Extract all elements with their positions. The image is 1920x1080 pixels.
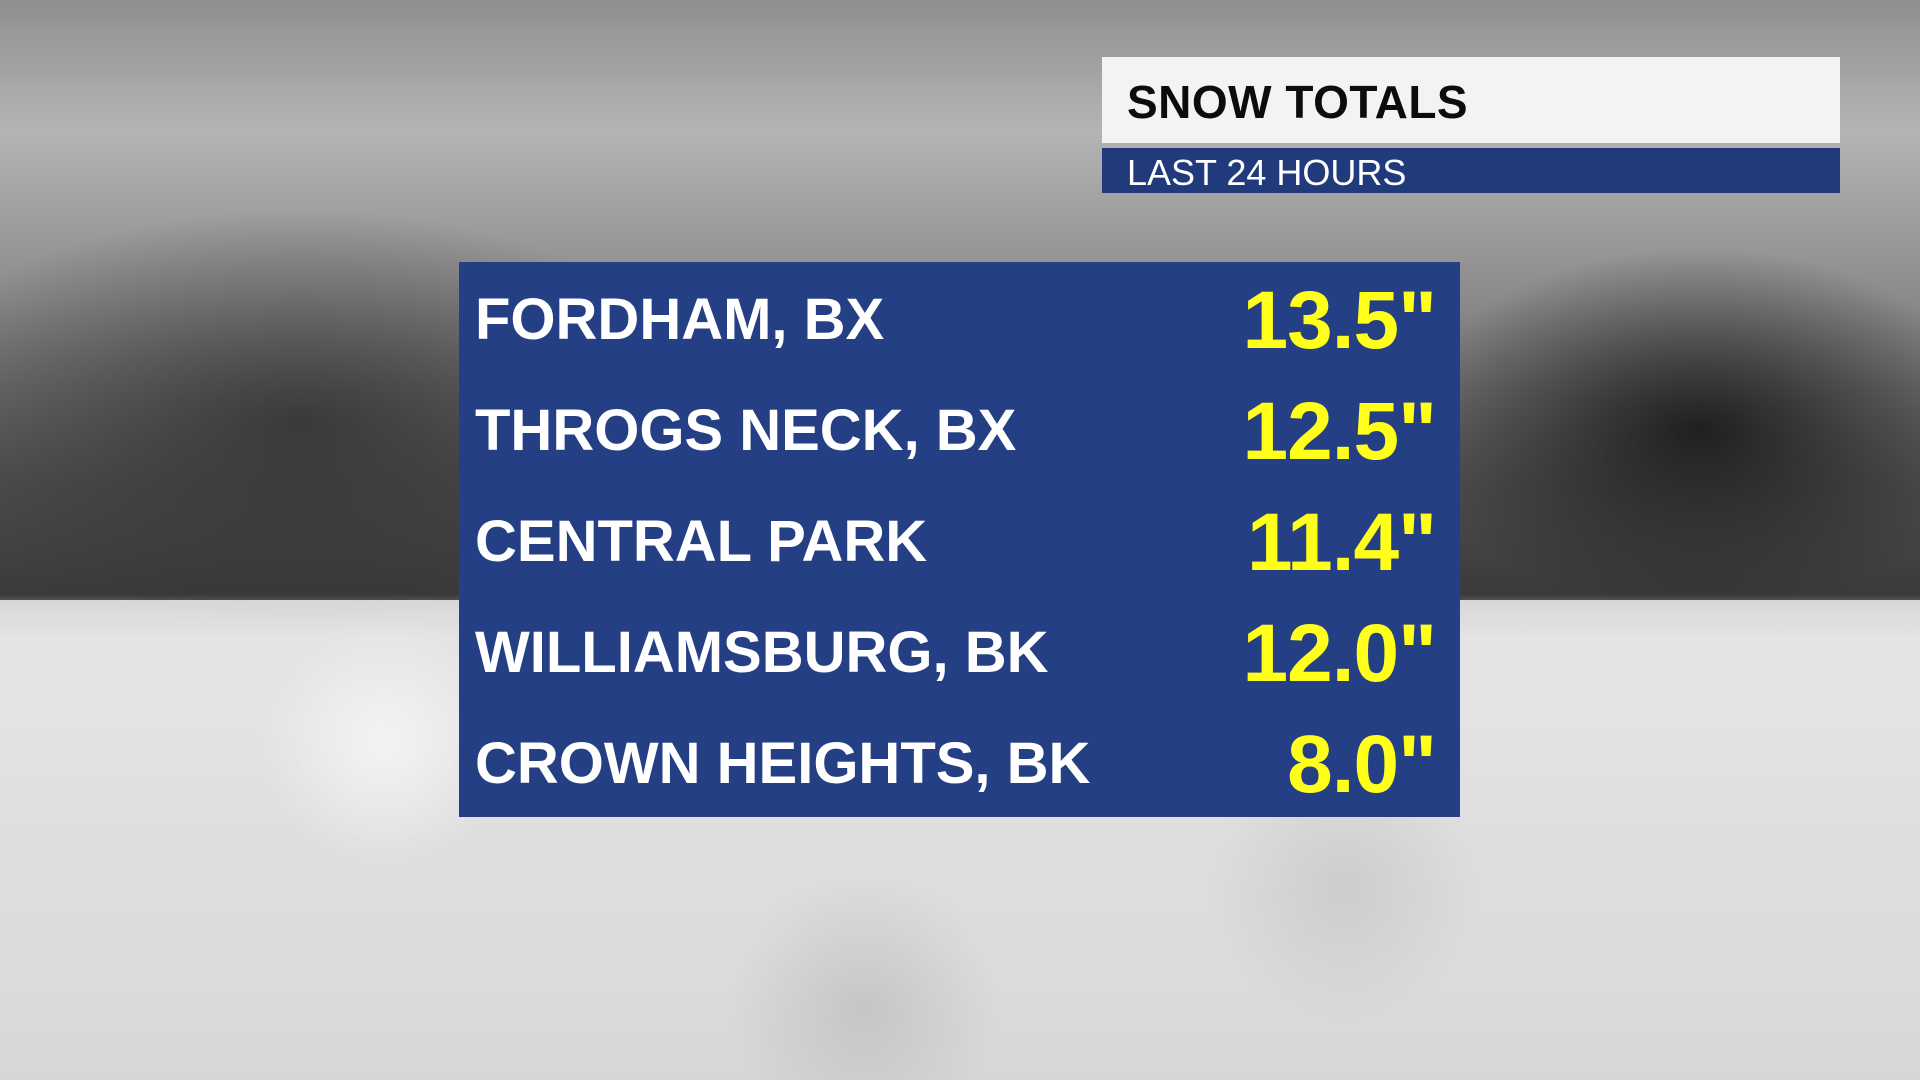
snow-total: 12.5" bbox=[1242, 386, 1437, 477]
snow-totals-table: FORDHAM, BX 13.5" THROGS NECK, BX 12.5" … bbox=[459, 262, 1460, 817]
title-banner: SNOW TOTALS bbox=[1102, 57, 1840, 143]
subtitle-banner: LAST 24 HOURS bbox=[1102, 148, 1840, 193]
snow-total: 8.0" bbox=[1287, 719, 1437, 810]
table-row: THROGS NECK, BX 12.5" bbox=[459, 373, 1460, 484]
location-name: CROWN HEIGHTS, BK bbox=[475, 731, 1091, 796]
table-row: WILLIAMSBURG, BK 12.0" bbox=[459, 595, 1460, 706]
table-row: FORDHAM, BX 13.5" bbox=[459, 262, 1460, 373]
snow-total: 13.5" bbox=[1242, 275, 1437, 366]
location-name: WILLIAMSBURG, BK bbox=[475, 620, 1049, 685]
snow-total: 11.4" bbox=[1247, 497, 1437, 588]
location-name: THROGS NECK, BX bbox=[475, 398, 1017, 463]
table-row: CROWN HEIGHTS, BK 8.0" bbox=[459, 706, 1460, 817]
location-name: CENTRAL PARK bbox=[475, 509, 928, 574]
table-row: CENTRAL PARK 11.4" bbox=[459, 484, 1460, 595]
subtitle: LAST 24 HOURS bbox=[1127, 152, 1407, 193]
title: SNOW TOTALS bbox=[1127, 76, 1469, 128]
snow-total: 12.0" bbox=[1242, 608, 1437, 699]
location-name: FORDHAM, BX bbox=[475, 287, 885, 352]
